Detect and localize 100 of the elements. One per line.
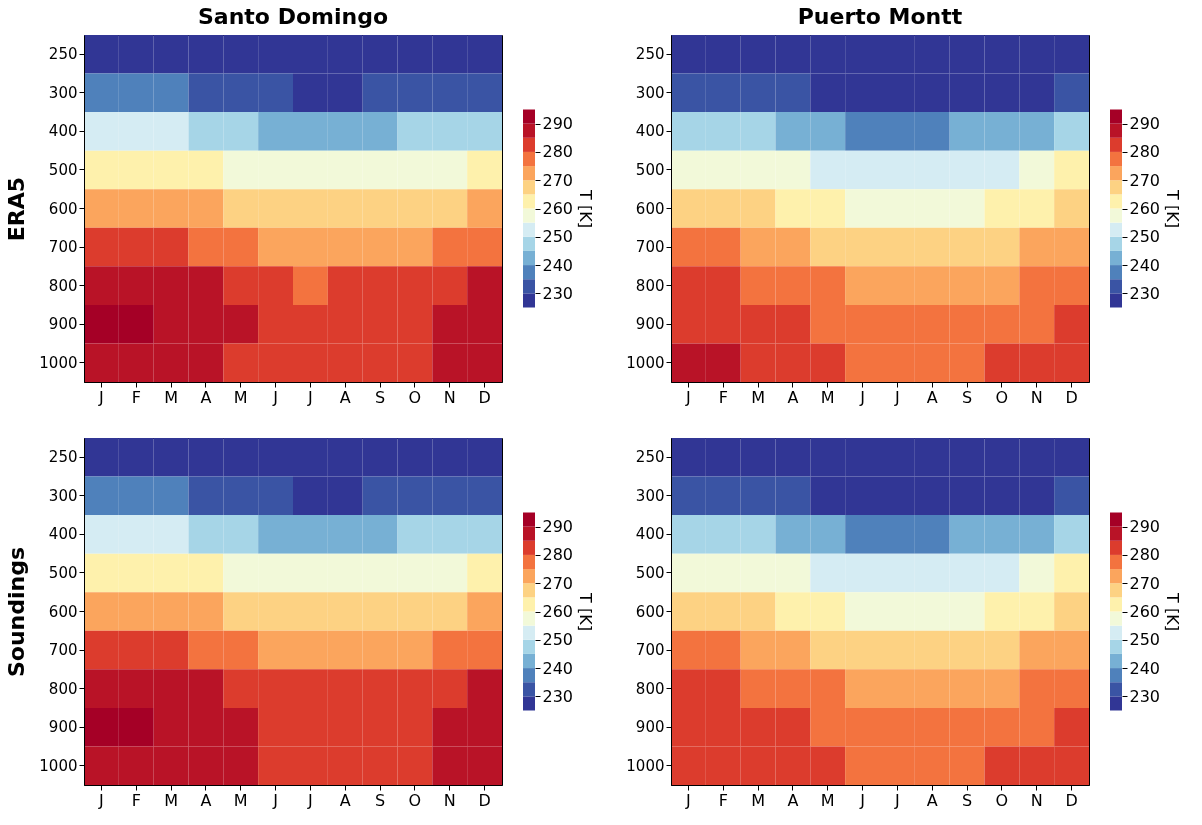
x-tick-label: A <box>926 790 938 810</box>
y-tick-label: 800 <box>48 276 78 295</box>
x-tick-label: J <box>307 790 313 810</box>
x-tick-label: J <box>307 387 313 407</box>
y-tick-label: 600 <box>635 199 665 218</box>
y-tick-label: 1000 <box>626 353 665 372</box>
color-bar-title: T [K] <box>576 592 596 631</box>
x-tick-label: D <box>478 790 491 810</box>
color-bar-title: T [K] <box>1163 592 1183 631</box>
x-tick-label: M <box>751 387 765 407</box>
x-tick-label: N <box>443 790 456 810</box>
x-tick-label: N <box>1030 387 1043 407</box>
color-bar-label: 280 <box>1129 545 1161 565</box>
color-bar-label: 260 <box>1129 602 1161 621</box>
x-tick-label: M <box>164 790 178 810</box>
x-tick-label: S <box>962 387 973 407</box>
color-bar-title: T [K] <box>1163 189 1183 228</box>
y-tick-label: 300 <box>48 486 78 505</box>
y-tick-label: 400 <box>48 525 78 544</box>
x-tick-label: F <box>131 790 141 810</box>
color-bar-label: 250 <box>1129 227 1161 247</box>
x-tick-label: N <box>443 387 456 407</box>
x-tick-label: A <box>787 387 799 407</box>
color-bar-label: 290 <box>542 114 574 134</box>
y-tick-label: 700 <box>48 641 78 660</box>
color-bar-label: 270 <box>542 573 574 593</box>
y-tick-label: 700 <box>635 641 665 660</box>
y-tick-label: 700 <box>635 238 665 257</box>
x-tick-label: J <box>685 790 691 810</box>
x-tick-label: S <box>962 790 973 810</box>
x-tick-label: M <box>820 790 835 810</box>
color-bar-label: 240 <box>542 658 574 678</box>
y-tick-label: 250 <box>635 448 665 467</box>
y-axis-title: ERA5 <box>4 176 30 242</box>
x-tick-label: O <box>408 387 422 407</box>
y-tick-label: 500 <box>48 160 78 179</box>
x-tick-label: A <box>339 387 351 407</box>
color-bar-label: 250 <box>542 227 574 247</box>
y-tick-label: 500 <box>635 160 665 179</box>
y-tick-label: 800 <box>635 679 665 698</box>
x-tick-label: D <box>1065 790 1078 810</box>
color-bar-label: 290 <box>1129 517 1161 537</box>
y-tick-label: 900 <box>48 718 78 737</box>
color-bar-label: 270 <box>542 170 574 190</box>
color-bar-label: 270 <box>1129 573 1161 593</box>
color-bar-label: 290 <box>1129 114 1161 134</box>
y-tick-label: 600 <box>48 199 78 218</box>
color-bar-label: 240 <box>542 255 574 275</box>
x-tick-label: J <box>685 387 691 407</box>
y-tick-label: 300 <box>48 83 78 102</box>
y-tick-label: 1000 <box>626 756 665 775</box>
x-tick-label: M <box>751 790 765 810</box>
x-tick-label: N <box>1030 790 1043 810</box>
y-tick-label: 900 <box>635 718 665 737</box>
y-tick-label: 500 <box>48 563 78 582</box>
color-bar-label: 260 <box>542 602 574 621</box>
x-tick-label: O <box>995 387 1009 407</box>
x-tick-label: J <box>98 790 104 810</box>
x-tick-label: A <box>200 387 212 407</box>
y-tick-label: 300 <box>635 486 665 505</box>
x-tick-label: A <box>200 790 212 810</box>
color-bar-label: 240 <box>1129 658 1161 678</box>
color-bar-label: 250 <box>542 630 574 650</box>
y-tick-label: 700 <box>48 238 78 257</box>
y-tick-label: 250 <box>48 448 78 467</box>
x-tick-label: J <box>894 790 900 810</box>
x-tick-label: M <box>233 790 248 810</box>
x-tick-label: D <box>1065 387 1078 407</box>
color-bar-label: 230 <box>1129 686 1161 706</box>
color-bar-label: 240 <box>1129 255 1161 275</box>
color-bar-label: 280 <box>1129 142 1161 162</box>
y-tick-label: 900 <box>635 315 665 334</box>
y-tick-label: 500 <box>635 563 665 582</box>
x-tick-label: J <box>859 387 865 407</box>
x-tick-label: J <box>272 790 278 810</box>
color-bar-label: 260 <box>542 199 574 218</box>
color-bar-label: 230 <box>542 283 574 303</box>
y-tick-label: 400 <box>635 122 665 141</box>
y-axis-title: Soundings <box>4 546 30 678</box>
y-tick-label: 1000 <box>39 353 78 372</box>
x-tick-label: J <box>98 387 104 407</box>
y-tick-label: 400 <box>635 525 665 544</box>
y-tick-label: 1000 <box>39 756 78 775</box>
x-tick-label: M <box>164 387 178 407</box>
y-tick-label: 250 <box>48 45 78 64</box>
color-bar-label: 280 <box>542 545 574 565</box>
x-tick-label: J <box>859 790 865 810</box>
color-bar-label: 270 <box>1129 170 1161 190</box>
y-tick-label: 300 <box>635 83 665 102</box>
color-bar-label: 250 <box>1129 630 1161 650</box>
y-tick-label: 250 <box>635 45 665 64</box>
chart-title: Santo Domingo <box>197 4 389 29</box>
y-tick-label: 800 <box>48 679 78 698</box>
color-bar-label: 280 <box>542 142 574 162</box>
x-tick-label: A <box>926 387 938 407</box>
chart-title: Puerto Montt <box>797 4 963 29</box>
x-tick-label: O <box>408 790 422 810</box>
color-bar-label: 230 <box>542 686 574 706</box>
y-tick-label: 600 <box>635 602 665 621</box>
x-tick-label: F <box>718 790 728 810</box>
